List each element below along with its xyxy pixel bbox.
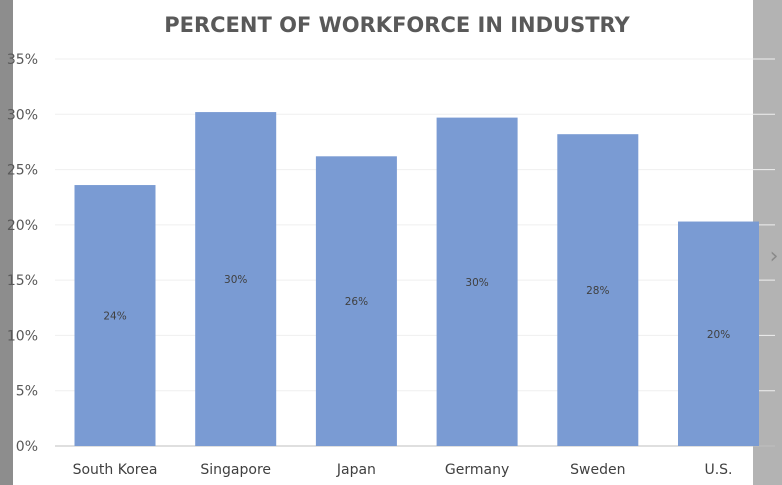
- next-slide-icon[interactable]: ›: [769, 243, 779, 269]
- bar: [195, 112, 277, 447]
- x-tick-label: U.S.: [704, 462, 732, 478]
- y-tick-label: 5%: [16, 384, 38, 400]
- bars: [74, 112, 759, 447]
- x-tick-label: Japan: [336, 462, 376, 478]
- chart-title: PERCENT OF WORKFORCE IN INDUSTRY: [164, 13, 630, 37]
- data-labels: 24% 30% 26% 30% 28% 20%: [103, 274, 730, 341]
- viewer-left-strip: [0, 0, 13, 485]
- y-tick-label: 30%: [7, 107, 38, 123]
- data-label: 30%: [465, 277, 488, 289]
- y-tick-label: 15%: [7, 273, 38, 289]
- previous-slide-icon[interactable]: ‹: [13, 241, 25, 271]
- y-tick-label: 25%: [7, 163, 38, 179]
- y-axis-ticks: 0% 5% 10% 15% 20% 25% 30% 35%: [7, 52, 38, 455]
- y-tick-label: 35%: [7, 52, 38, 68]
- x-tick-label: South Korea: [73, 462, 158, 478]
- bar: [74, 185, 156, 446]
- y-tick-label: 20%: [7, 218, 38, 234]
- data-label: 24%: [103, 311, 126, 323]
- data-label: 20%: [707, 329, 730, 341]
- bar: [557, 134, 639, 446]
- x-tick-label: Sweden: [570, 462, 625, 478]
- bar: [436, 117, 518, 447]
- data-label: 30%: [224, 274, 247, 286]
- y-tick-label: 10%: [7, 328, 38, 344]
- data-label: 26%: [345, 296, 368, 308]
- bar: [315, 156, 397, 446]
- x-tick-label: Germany: [445, 462, 509, 478]
- bar: [678, 221, 759, 446]
- data-label: 28%: [586, 285, 609, 297]
- x-axis-categories: South Korea Singapore Japan Germany Sweden U.…: [73, 462, 733, 478]
- y-tick-label: 0%: [16, 439, 38, 455]
- gridlines: [55, 58, 775, 447]
- x-tick-label: Singapore: [200, 462, 271, 478]
